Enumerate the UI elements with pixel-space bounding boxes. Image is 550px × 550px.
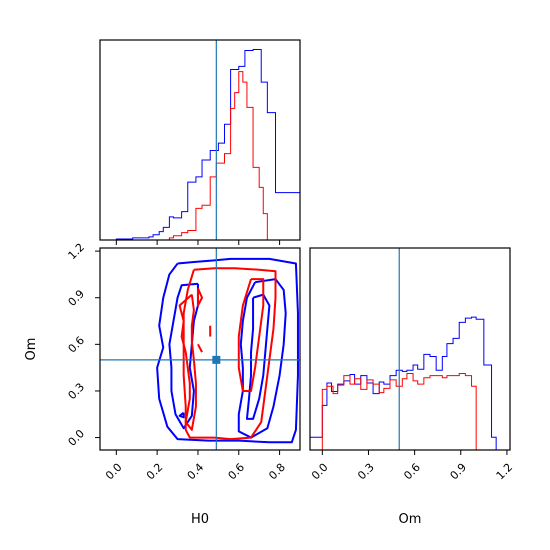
contour-ytick-label: 0.9: [66, 287, 88, 309]
contour-xtick-label: 0.0: [103, 461, 125, 483]
hist-h0-series: [100, 48, 300, 240]
contour-red-8: [196, 287, 204, 307]
hist-om-red-line: [321, 372, 477, 450]
hist-om-xtick-label: 0.3: [355, 461, 377, 483]
contour-blue-0: [156, 257, 299, 444]
contour-xtick-label: 0.4: [185, 461, 207, 483]
contour-ytick-label: 0.6: [66, 334, 88, 356]
contour-series: [156, 257, 299, 444]
contour-xtick-label: 0.8: [266, 461, 288, 483]
h0-axis-title: H0: [191, 512, 209, 527]
hist-om-xtick-label: 0.0: [309, 461, 331, 483]
contour-ytick-label: 0.0: [66, 427, 88, 449]
contour-xtick-label: 0.6: [226, 461, 248, 483]
contour-red-10: [197, 343, 203, 353]
contour-xtick-label: 0.2: [144, 461, 166, 483]
contour-red-6: [237, 278, 265, 392]
hist-om-xtick-label: 1.2: [494, 461, 516, 483]
contour-blue-3: [245, 293, 271, 420]
hist-h0-frame: [99, 39, 301, 241]
hist-om-xtick-label: 0.9: [448, 461, 470, 483]
hist-om-blue-line: [310, 316, 510, 450]
hist-om-xtick-label: 0.6: [401, 461, 423, 483]
contour-ytick-label: 0.3: [66, 381, 88, 403]
om-y-axis-title: Om: [24, 338, 39, 361]
contour-frame: [99, 247, 301, 451]
hist-h0-blue-line: [100, 48, 300, 240]
hist-om-series: [310, 316, 510, 450]
om-axis-title: Om: [399, 512, 422, 527]
hist-h0-red-line: [132, 71, 300, 240]
truth-point-marker: [212, 355, 221, 364]
contour-red-7: [178, 293, 197, 431]
contour-blue-4: [178, 411, 185, 419]
contour-ytick-label: 1.2: [66, 241, 88, 263]
hist-om-frame: [309, 247, 511, 451]
contour-blue-1: [168, 282, 199, 430]
